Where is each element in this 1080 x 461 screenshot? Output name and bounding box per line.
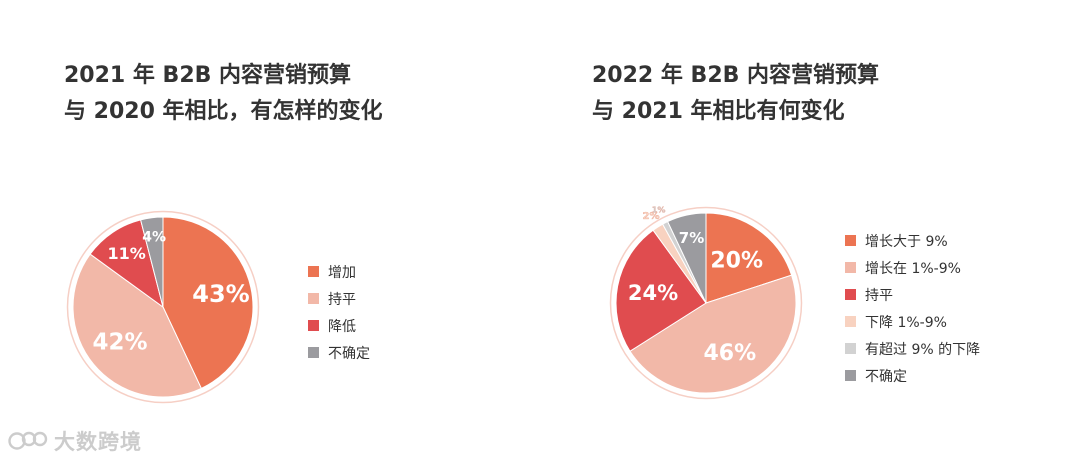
legend-item: 增加 [308, 258, 370, 285]
legend-item: 持平 [845, 281, 980, 308]
legend-label: 下降 1%-9% [865, 314, 947, 331]
pie-slice-label: 42% [92, 330, 147, 356]
chart-title-line-1: 2021 年 B2B 内容营销预算 [64, 63, 352, 88]
legend-label: 持平 [865, 287, 893, 304]
watermark-text: 大数跨境 [54, 430, 142, 454]
legend-item: 增长大于 9% [845, 227, 980, 254]
pie-slice [162, 216, 254, 390]
legend-label: 增长在 1%-9% [865, 260, 961, 277]
legend-item: 降低 [308, 312, 370, 339]
legend-2021: 增加 持平 降低 不确定 [308, 258, 370, 366]
pie-chart-2022: 20% 46% 24% 2%1% 7% [609, 205, 803, 400]
legend-item: 持平 [308, 285, 370, 312]
legend-swatch [308, 266, 319, 277]
legend-swatch [308, 293, 319, 304]
pie-outer-ring [609, 206, 803, 400]
chart-title-line-2: 与 2020 年相比，有怎样的变化 [64, 99, 383, 124]
legend-swatch [308, 347, 319, 358]
legend-label: 增长大于 9% [865, 233, 948, 250]
legend-label: 不确定 [328, 345, 370, 362]
legend-swatch [845, 235, 856, 246]
legend-item: 不确定 [845, 362, 980, 389]
legend-label: 降低 [328, 318, 356, 335]
legend-swatch [845, 343, 856, 354]
pie-slice-label: 7% [679, 229, 704, 247]
pie-slice-label: 4% [142, 229, 166, 245]
pie-slice [667, 212, 707, 304]
chart-title: 2021 年 B2B 内容营销预算 与 2020 年相比，有怎样的变化 [64, 58, 383, 130]
legend-swatch [845, 262, 856, 273]
brand-logo-icon [8, 431, 48, 450]
pie-slice [705, 212, 793, 304]
watermark: 大数跨境 [8, 426, 142, 456]
pie-slice [72, 253, 202, 398]
legend-item: 增长在 1%-9% [845, 254, 980, 281]
legend-label: 增加 [328, 264, 356, 281]
pie-slice-label: 2% [643, 211, 660, 222]
pie-slice [615, 229, 707, 352]
legend-label: 有超过 9% 的下降 [865, 341, 981, 358]
chart-title-line-1: 2022 年 B2B 内容营销预算 [592, 63, 880, 88]
chart-panel-2021: 2021 年 B2B 内容营销预算 与 2020 年相比，有怎样的变化 43% 4… [64, 58, 383, 404]
pie-outer-ring [66, 210, 260, 404]
legend-label: 持平 [328, 291, 356, 308]
pie-slice-label: 20% [710, 248, 763, 273]
pie-slice-label: 43% [192, 280, 249, 308]
pie-slice [140, 216, 164, 308]
legend-item: 不确定 [308, 339, 370, 366]
chart-title-line-2: 与 2021 年相比有何变化 [592, 99, 845, 124]
pie-chart-2021: 43% 42% 11%4% [66, 210, 260, 404]
legend-item: 下降 1%-9% [845, 308, 980, 335]
pie-slice-label: 24% [628, 281, 678, 305]
pie-slice-label: 1% [652, 206, 666, 215]
legend-2022: 增长大于 9% 增长在 1%-9% 持平下降 1%-9% 有超过 9% 的下降 不确定 [845, 227, 980, 389]
pie-slice-label: 46% [703, 341, 756, 366]
legend-label: 不确定 [865, 368, 907, 385]
chart-title: 2022 年 B2B 内容营销预算 与 2021 年相比有何变化 [592, 58, 879, 130]
pie-slice-label: 11% [107, 244, 145, 263]
legend-swatch [845, 370, 856, 381]
chart-panel-2022: 2022 年 B2B 内容营销预算 与 2021 年相比有何变化 20% 46% 2… [540, 0, 1080, 461]
legend-item: 有超过 9% 的下降 [845, 335, 980, 362]
legend-swatch [308, 320, 319, 331]
legend-swatch [845, 316, 856, 327]
legend-swatch [845, 289, 856, 300]
pie-slice [629, 274, 797, 394]
